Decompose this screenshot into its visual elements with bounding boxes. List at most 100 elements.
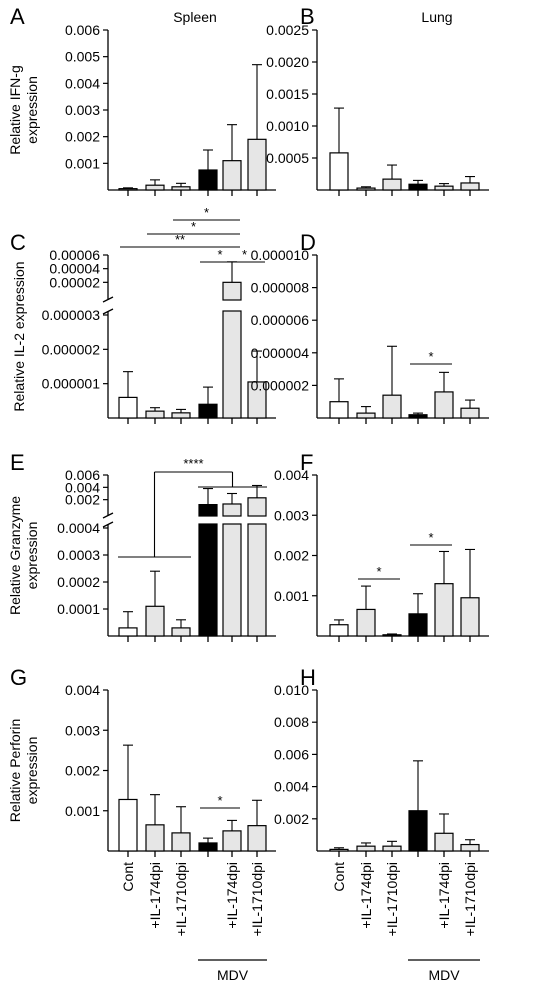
- significance-label: *: [204, 205, 209, 220]
- panel-letter: E: [10, 450, 25, 475]
- bar: [145, 410, 165, 419]
- panel-letter: C: [10, 230, 26, 255]
- panel-G: G 0.001 0.002 0.003 0.004 Relative Perforinex…: [7, 665, 276, 857]
- panel-letter: H: [300, 665, 316, 690]
- y-tick-label: 0.0004: [57, 520, 100, 536]
- y-tick-label: 0.003: [65, 722, 100, 738]
- y-tick-label: 0.001: [65, 155, 100, 171]
- bar: [222, 523, 242, 637]
- bar: [356, 412, 376, 419]
- bar: [145, 605, 165, 637]
- y-axis-label-line: expression: [24, 737, 40, 805]
- bar: [198, 504, 218, 517]
- column-title-spleen: Spleen: [173, 9, 217, 25]
- y-tick-label: 0.000002: [42, 341, 101, 357]
- panel-letter: B: [300, 4, 315, 29]
- significance-label: ****: [183, 456, 203, 471]
- bar: [222, 830, 242, 852]
- bar: [408, 414, 428, 419]
- y-tick-label: 0.005: [65, 49, 100, 65]
- y-tick-label: 0.000006: [251, 312, 310, 328]
- y-axis-label-line: Relative IL-2 expression: [11, 261, 27, 411]
- y-tick-label: 0.010: [274, 682, 309, 698]
- bar: [118, 188, 138, 191]
- y-tick-label: 0.004: [274, 779, 309, 795]
- significance-label: *: [428, 349, 433, 364]
- y-tick-label: 0.006: [274, 746, 309, 762]
- y-tick-label: 0.0002: [57, 574, 100, 590]
- x-category-label: +IL-1710dpi: [462, 862, 478, 936]
- x-category-label: +IL-174dpi: [224, 862, 240, 929]
- y-tick-label: 0.000003: [42, 307, 101, 323]
- bar: [171, 832, 191, 852]
- y-tick-label: 0.002: [274, 548, 309, 564]
- x-category-label: +IL-1710dpi: [384, 862, 400, 936]
- y-tick-label: 0.0020: [266, 54, 309, 70]
- bar: [382, 178, 402, 191]
- bar: [118, 627, 138, 637]
- y-tick-label: 0.003: [274, 507, 309, 523]
- y-tick-label: 0.000004: [251, 345, 310, 361]
- bar: [198, 403, 218, 419]
- bar: [118, 396, 138, 419]
- y-axis-label-line: expression: [24, 76, 40, 144]
- significance-label: *: [217, 247, 222, 262]
- y-tick-label: 0.00002: [49, 274, 100, 290]
- bar: [356, 845, 376, 852]
- bar: [247, 138, 267, 191]
- bar: [145, 824, 165, 852]
- bar: [247, 497, 267, 517]
- y-tick-label: 0.002: [65, 129, 100, 145]
- significance-label: *: [242, 247, 247, 262]
- y-axis-label: Relative IFN-gexpression: [7, 65, 40, 154]
- axis-break-mark: [102, 521, 114, 528]
- bar: [460, 407, 480, 419]
- significance-label: **: [175, 232, 185, 247]
- bar: [356, 187, 376, 191]
- bar: [460, 597, 480, 637]
- y-tick-label: 0.001: [65, 803, 100, 819]
- y-tick-label: 0.002: [65, 492, 100, 508]
- significance-label: *: [217, 793, 222, 808]
- axis-break-mark: [102, 512, 114, 519]
- panel-letter: G: [10, 665, 27, 690]
- bar: [198, 842, 218, 852]
- bar: [356, 608, 376, 637]
- bar: [329, 152, 349, 191]
- bar: [198, 169, 218, 191]
- y-tick-label: 0.000002: [251, 377, 310, 393]
- bar: [408, 613, 428, 637]
- x-category-label: Cont: [120, 862, 136, 892]
- bar: [460, 182, 480, 191]
- y-tick-label: 0.000001: [42, 376, 101, 392]
- bar: [434, 832, 454, 852]
- y-tick-label: 0.0001: [57, 601, 100, 617]
- y-tick-label: 0.002: [65, 763, 100, 779]
- bar: [329, 624, 349, 637]
- y-tick-label: 0.0010: [266, 118, 309, 134]
- y-tick-label: 0.001: [274, 588, 309, 604]
- bar: [222, 310, 242, 419]
- y-tick-label: 0.006: [65, 22, 100, 38]
- panel-B: B 0.0005 0.0010 0.0015 0.0020 0.0025: [266, 4, 489, 196]
- bar: [408, 810, 428, 852]
- y-tick-label: 0.0003: [57, 547, 100, 563]
- y-tick-label: 0.003: [65, 102, 100, 118]
- bar: [222, 281, 242, 301]
- y-axis-label-line: Relative Granzyme: [7, 496, 23, 615]
- y-axis-label: Relative Granzymeexpression: [7, 496, 40, 615]
- significance-label: *: [376, 564, 381, 579]
- group-label: MDV: [428, 967, 460, 983]
- panels-layer: A 0.001 0.002 0.003 0.004 0.005 0.006 Relative …: [7, 4, 489, 857]
- x-category-label: +IL-1710dpi: [249, 862, 265, 936]
- bar: [382, 845, 402, 852]
- y-axis-label-line: Relative IFN-g: [7, 65, 23, 154]
- bar: [434, 185, 454, 191]
- bar: [222, 160, 242, 191]
- panel-H: H 0.002 0.004 0.006 0.008 0.010: [274, 665, 489, 857]
- y-tick-label: 0.00006: [49, 247, 100, 263]
- significance-label: *: [191, 219, 196, 234]
